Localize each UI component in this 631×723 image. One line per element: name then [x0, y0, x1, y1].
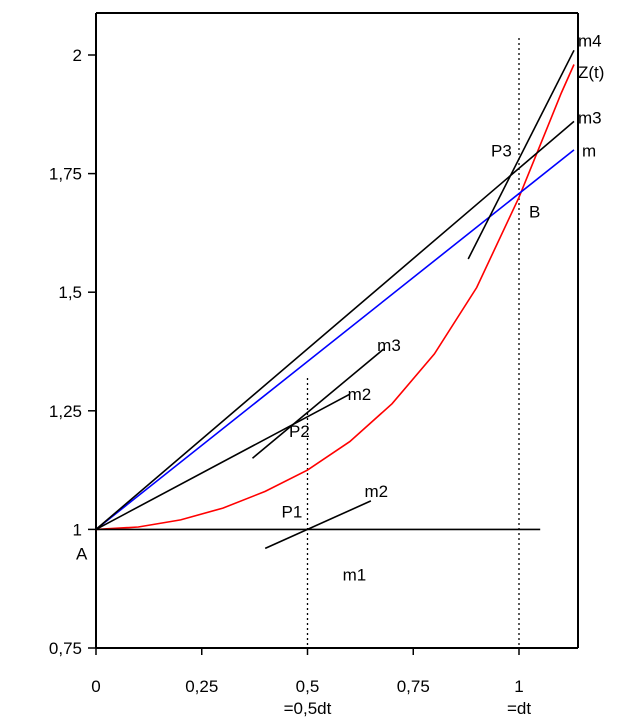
x-tick-sublabel: =0,5dt	[284, 699, 332, 718]
annotation-m2: m2	[348, 385, 372, 404]
axes	[95, 12, 579, 649]
x-tick-label: 0	[91, 677, 100, 696]
x-axis-ticks: 0 0,25 0,5 0,75 1 =0,5dt =dt	[91, 648, 531, 718]
annotation-p3: P3	[491, 141, 512, 160]
x-tick-label: 0,75	[397, 677, 430, 696]
annotation-m4: m4	[578, 31, 602, 50]
y-tick-label: 0,75	[49, 639, 82, 658]
x-tick-label: 0,5	[296, 677, 320, 696]
annotation-m1: m1	[343, 566, 367, 585]
y-tick-label: 1,5	[58, 283, 82, 302]
annotations: A B P1 P2 P3 m1 m2 m2 m3 m4 Z(t) m3 m	[76, 31, 604, 584]
y-tick-label: 1,75	[49, 165, 82, 184]
series-m2-line	[95, 393, 351, 531]
y-tick-label: 1,25	[49, 402, 82, 421]
annotation-p1: P1	[282, 502, 303, 521]
vertical-guides	[306, 38, 520, 648]
x-tick-sublabel: =dt	[507, 699, 531, 718]
x-tick-label: 1	[514, 677, 523, 696]
y-tick-label: 1	[73, 520, 82, 539]
series-m-line	[95, 149, 575, 531]
series-zt-line	[95, 64, 575, 531]
annotation-b: B	[529, 202, 540, 221]
annotation-m3: m3	[377, 336, 401, 355]
annotation-zt: Z(t)	[578, 63, 604, 82]
series-m3-line	[251, 348, 385, 459]
series-m3-line	[95, 120, 575, 531]
annotation-p2: P2	[289, 422, 310, 441]
y-tick-label: 2	[73, 46, 82, 65]
y-axis-ticks: 0,75 1 1,25 1,5 1,75 2	[49, 46, 96, 658]
annotation-m: m	[582, 142, 596, 161]
annotation-a: A	[76, 544, 88, 563]
annotation-m3: m3	[578, 108, 602, 127]
x-tick-label: 0,25	[185, 677, 218, 696]
series-group	[95, 49, 575, 550]
series-m2-line	[264, 500, 372, 550]
annotation-m2: m2	[364, 482, 388, 501]
series-m4-line	[467, 49, 575, 260]
